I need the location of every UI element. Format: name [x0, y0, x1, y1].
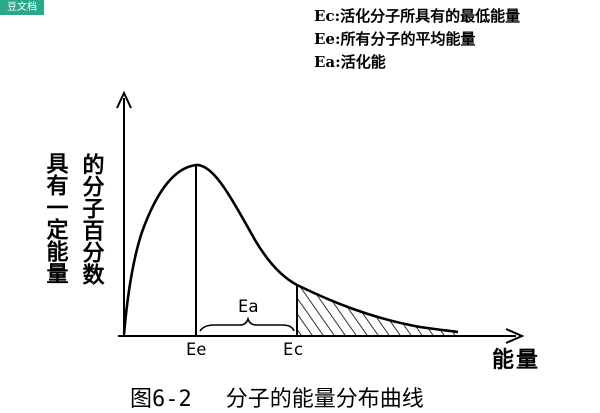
source-badge: 豆文档 [0, 0, 44, 15]
ea-brace [199, 316, 295, 332]
ea-label: Ea [238, 297, 259, 317]
legend: Ec:活化分子所具有的最低能量 Ee:所有分子的平均能量 Ea:活化能 [314, 5, 520, 74]
legend-row-ee: Ee:所有分子的平均能量 [314, 28, 520, 51]
legend-text: 活化分子所具有的最低能量 [340, 7, 521, 25]
ec-label: Ec [283, 340, 304, 360]
legend-symbol: Ea: [314, 53, 341, 71]
legend-symbol: Ee: [314, 30, 341, 48]
figure-number: 图6-2 [130, 387, 192, 412]
figure-title: 分子的能量分布曲线 [225, 387, 424, 412]
legend-row-ea: Ea:活化能 [314, 51, 520, 74]
legend-row-ec: Ec:活化分子所具有的最低能量 [314, 5, 520, 28]
y-axis-label-column-1: 具有一定能量 [42, 152, 68, 284]
y-axis-label-column-2: 的分子百分数 [78, 153, 104, 285]
legend-text: 活化能 [340, 53, 386, 71]
legend-text: 所有分子的平均能量 [340, 30, 476, 48]
distribution-curve [122, 163, 459, 335]
y-axis-arrow [116, 90, 132, 109]
x-axis-label: 能量 [492, 348, 541, 373]
ee-label: Ee [186, 340, 207, 360]
x-axis-arrow [505, 328, 525, 344]
figure-caption: 图6-2 分子的能量分布曲线 [130, 381, 424, 413]
legend-symbol: Ec: [314, 7, 341, 25]
